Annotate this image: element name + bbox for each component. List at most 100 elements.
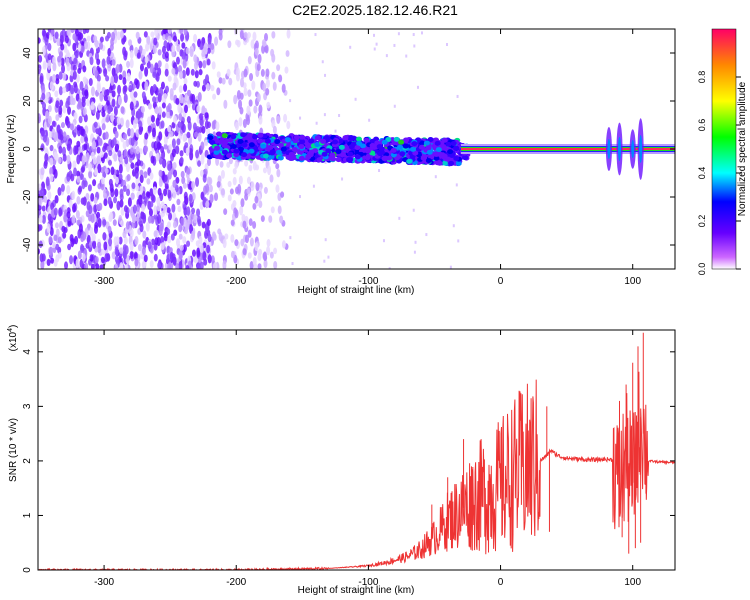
spectrogram-cell <box>227 137 234 143</box>
spectrogram-cell <box>57 236 62 244</box>
spectrogram-cell <box>256 63 261 72</box>
spectrogram-cell <box>278 74 283 83</box>
spectrogram-cell <box>41 92 46 101</box>
spectrogram-cell <box>242 248 247 256</box>
spectrogram-cell <box>159 222 164 232</box>
spectrogram-cell <box>114 188 119 198</box>
spectrogram-cell <box>146 60 151 69</box>
spectrogram-cell <box>241 152 248 158</box>
spectrogram-cell <box>173 229 178 236</box>
spectrogram-cell <box>92 156 97 165</box>
spectrogram-cell <box>289 236 292 240</box>
spectrogram-cell <box>209 139 216 145</box>
spectrogram-cell <box>139 174 144 184</box>
spectrogram-cell <box>314 135 321 141</box>
spectrogram-cell <box>110 166 115 176</box>
spectrogram-cell <box>128 39 133 47</box>
spectrogram-cell <box>273 260 278 269</box>
spectrogram-cell <box>164 51 169 59</box>
spectrogram-cell <box>156 196 161 206</box>
spectrogram-cell <box>274 139 281 145</box>
spectrogram-cell <box>240 238 245 247</box>
spectrogram-cell <box>47 205 52 216</box>
spectrogram-cell <box>141 212 146 220</box>
spectrogram-cell <box>229 188 234 195</box>
spectrogram-cell <box>105 75 110 82</box>
spectrogram-y-tick-label: 40 <box>22 47 33 59</box>
spectrogram-cell <box>270 206 275 214</box>
spectrogram-cell <box>38 116 41 124</box>
spectrogram-cell <box>323 113 326 117</box>
spectrogram-flare-core <box>617 137 621 161</box>
spectrogram-cell <box>281 83 286 93</box>
spectrogram-cell <box>43 160 48 167</box>
spectrogram-cell <box>149 260 154 268</box>
spectrogram-cell <box>99 36 104 43</box>
spectrogram-cell <box>172 162 177 170</box>
spectrogram-cell <box>455 160 462 166</box>
spectrogram-cell <box>55 100 60 109</box>
spectrogram-cell <box>248 148 255 154</box>
spectrogram-cell <box>268 154 275 160</box>
spectrogram-cell <box>355 136 362 142</box>
spectrogram-cell <box>80 234 85 243</box>
spectrogram-cell <box>253 105 258 114</box>
spectrogram-cell <box>139 169 144 176</box>
spectrogram-cell <box>161 160 166 168</box>
spectrogram-cell <box>262 41 267 48</box>
spectrogram-cell <box>55 228 60 238</box>
spectrogram-cell <box>338 113 341 117</box>
colorbar-tick-label: 0.6 <box>697 119 707 132</box>
spectrogram-cell <box>123 236 128 245</box>
spectrogram-cell <box>108 237 113 247</box>
spectrogram-cell <box>207 254 212 264</box>
spectrogram-cell <box>38 224 43 231</box>
spectrogram-cell <box>203 78 208 86</box>
spectrogram-cell <box>57 55 62 63</box>
spectrogram-cell <box>249 237 254 247</box>
spectrogram-cell <box>414 240 417 244</box>
spectrogram-cell <box>243 68 248 78</box>
spectrogram-cell <box>189 48 194 58</box>
spectrogram-cell <box>57 252 62 259</box>
spectrogram-cell <box>76 170 81 177</box>
spectrogram-cell <box>79 173 84 181</box>
spectrogram-flare-core <box>639 135 643 163</box>
spectrogram-cell <box>208 184 213 193</box>
spectrogram-cell <box>79 126 84 136</box>
spectrogram-cell <box>53 131 58 142</box>
spectrogram-cell <box>113 153 118 162</box>
spectrogram-cell <box>435 147 442 153</box>
spectrogram-cell <box>45 110 50 119</box>
spectrogram-cell <box>121 37 126 45</box>
spectrogram-cell <box>213 149 220 155</box>
spectrogram-cell <box>171 121 176 129</box>
spectrogram-cell <box>54 90 59 98</box>
spectrogram-cell <box>230 144 237 150</box>
spectrogram-cell <box>217 154 224 160</box>
spectrogram-cell <box>90 101 95 111</box>
spectrogram-cell <box>265 68 270 78</box>
spectrogram-cell <box>273 247 278 255</box>
spectrogram-cell <box>59 34 64 44</box>
spectrogram-cell <box>425 158 432 164</box>
spectrogram-cell <box>179 70 184 80</box>
spectrogram-cell <box>244 215 249 223</box>
spectrogram-cell <box>172 115 177 124</box>
spectrogram-cell <box>93 35 98 43</box>
spectrogram-cell <box>354 145 361 151</box>
spectrogram-cell <box>49 173 54 183</box>
spectrogram-cell <box>198 68 203 76</box>
spectrogram-cell <box>193 80 198 87</box>
spectrogram-cell <box>100 166 105 174</box>
spectrogram-cell <box>447 149 454 155</box>
chart-title: C2E2.2025.182.12.46.R21 <box>292 2 458 18</box>
spectrogram-cell <box>207 37 212 45</box>
spectrogram-cell <box>157 214 162 224</box>
spectrogram-cell <box>145 222 150 232</box>
spectrogram-cell <box>58 86 63 96</box>
spectrogram-cell <box>41 46 46 57</box>
spectrogram-cell <box>171 253 176 260</box>
spectrogram-cell <box>54 222 59 229</box>
spectrogram-cell <box>272 125 277 135</box>
